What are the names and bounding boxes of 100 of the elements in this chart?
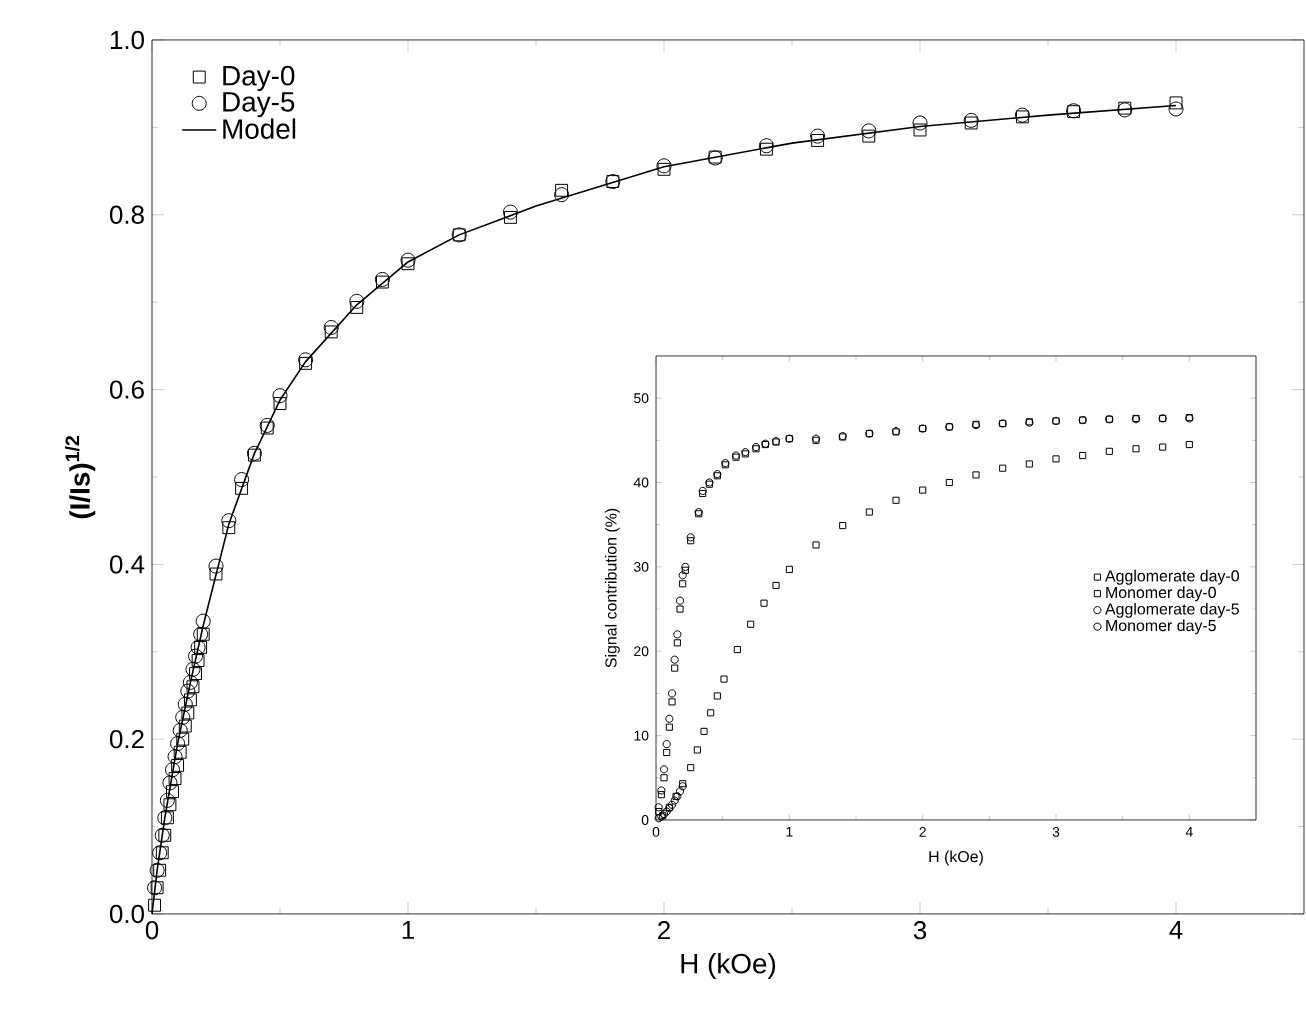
point xyxy=(154,827,170,843)
point xyxy=(913,123,927,137)
point xyxy=(964,116,978,130)
point xyxy=(811,134,825,147)
point xyxy=(662,739,671,749)
point xyxy=(673,639,681,647)
point xyxy=(162,775,178,791)
point xyxy=(159,792,175,808)
point xyxy=(172,722,188,738)
y-tick-label: 1.0 xyxy=(110,30,144,50)
point xyxy=(324,325,338,339)
point xyxy=(502,204,518,220)
point xyxy=(374,271,390,287)
point xyxy=(177,696,193,712)
point xyxy=(670,655,679,664)
point xyxy=(772,581,780,590)
point xyxy=(1159,443,1167,451)
point xyxy=(234,472,250,488)
point xyxy=(665,714,674,723)
point xyxy=(972,471,980,479)
point xyxy=(503,210,517,224)
point xyxy=(178,719,192,733)
x-tick-label: 1 xyxy=(402,921,414,939)
point xyxy=(663,748,671,757)
point xyxy=(657,791,665,799)
point xyxy=(865,508,873,516)
point xyxy=(1185,441,1193,449)
point xyxy=(681,566,689,574)
point xyxy=(747,620,755,628)
point xyxy=(733,646,741,654)
x-tick-label: 2 xyxy=(658,921,670,940)
point xyxy=(861,123,877,139)
point xyxy=(272,388,288,404)
point xyxy=(189,667,202,681)
point xyxy=(1105,447,1113,455)
point xyxy=(657,786,666,795)
point xyxy=(687,537,695,545)
point xyxy=(168,772,182,785)
point xyxy=(654,803,663,812)
legend-label: Model xyxy=(223,118,296,139)
point xyxy=(188,648,204,664)
point xyxy=(812,541,820,549)
point xyxy=(176,732,190,746)
point xyxy=(687,764,695,772)
point xyxy=(222,521,236,535)
point xyxy=(1132,445,1140,453)
point xyxy=(673,630,682,639)
point xyxy=(660,774,668,782)
point xyxy=(180,683,196,699)
point xyxy=(720,675,728,683)
point xyxy=(166,785,179,799)
point xyxy=(670,796,679,805)
point xyxy=(659,765,669,774)
y-tick-label: 0.0 xyxy=(109,904,144,924)
point xyxy=(671,664,679,672)
point xyxy=(839,521,847,530)
point xyxy=(919,486,927,494)
point xyxy=(686,533,695,542)
point xyxy=(273,397,287,410)
point xyxy=(678,782,687,791)
point xyxy=(657,162,671,176)
point xyxy=(667,689,677,698)
point xyxy=(349,293,365,309)
point xyxy=(665,723,673,731)
point xyxy=(181,706,195,720)
point xyxy=(208,558,224,574)
point xyxy=(999,464,1007,472)
y-tick-label: 0.8 xyxy=(109,205,144,224)
legend-label: Day-0 xyxy=(223,65,295,92)
point xyxy=(375,275,389,289)
point xyxy=(555,183,569,197)
point xyxy=(173,745,187,759)
point xyxy=(810,128,826,144)
point xyxy=(298,352,314,368)
point xyxy=(1169,96,1183,110)
point xyxy=(260,421,274,435)
point xyxy=(149,862,165,878)
y-tick-label: 0.4 xyxy=(109,555,145,574)
point xyxy=(195,613,211,629)
point xyxy=(963,112,979,128)
point xyxy=(221,513,237,529)
point xyxy=(1052,455,1060,463)
point xyxy=(164,762,180,778)
point xyxy=(401,257,415,271)
point xyxy=(235,481,249,495)
point xyxy=(758,138,774,154)
point xyxy=(693,746,701,754)
point xyxy=(694,507,703,517)
point xyxy=(175,709,191,725)
point xyxy=(554,187,570,203)
x-tick-label: 0 xyxy=(145,921,159,940)
point xyxy=(323,320,339,336)
point xyxy=(153,863,167,877)
point xyxy=(678,571,687,580)
point xyxy=(167,749,183,765)
point xyxy=(679,780,687,788)
point xyxy=(707,709,715,717)
point xyxy=(945,478,953,487)
point xyxy=(259,417,275,433)
x-axis-title: H (kOe) xyxy=(681,953,776,980)
